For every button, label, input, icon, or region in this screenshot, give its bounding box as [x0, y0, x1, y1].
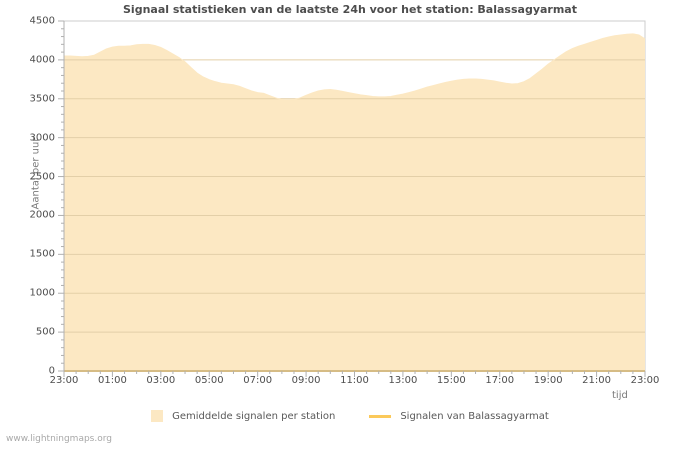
- x-tick-label: 11:00: [340, 375, 369, 386]
- x-tick-label: 15:00: [436, 375, 466, 386]
- y-tick-label: 2000: [29, 209, 55, 221]
- legend-area-swatch-icon: [151, 410, 164, 422]
- legend-label-station: Signalen van Balassagyarmat: [400, 410, 549, 422]
- legend-line-swatch-icon: [369, 414, 392, 418]
- y-tick-label: 1500: [29, 248, 55, 260]
- x-tick-label: 03:00: [146, 375, 176, 386]
- y-tick-label: 4500: [29, 15, 55, 27]
- x-tick-label: 21:00: [582, 375, 611, 386]
- legend-item-average[interactable]: Gemiddelde signalen per station: [151, 410, 335, 422]
- x-tick-label: 07:00: [243, 375, 273, 386]
- x-tick-label: 01:00: [97, 375, 127, 386]
- chart-title: Signaal statistieken van de laatste 24h …: [123, 3, 577, 16]
- legend-label-average: Gemiddelde signalen per station: [172, 410, 336, 422]
- x-tick-label: 09:00: [291, 375, 321, 386]
- x-tick-label: 05:00: [194, 375, 224, 386]
- x-tick-label: 19:00: [533, 375, 563, 386]
- chart-legend: Gemiddelde signalen per station Signalen…: [0, 410, 700, 422]
- y-tick-label: 1000: [29, 287, 55, 299]
- watermark-text: www.lightningmaps.org: [6, 434, 112, 444]
- x-axis-label: tijd: [612, 390, 628, 401]
- y-tick-label: 3500: [29, 93, 55, 105]
- legend-item-station[interactable]: Signalen van Balassagyarmat: [369, 411, 549, 422]
- y-tick-label: 3000: [29, 132, 55, 144]
- x-tick-label: 13:00: [388, 375, 418, 386]
- x-tick-label: 23:00: [49, 375, 79, 386]
- x-tick-label: 17:00: [485, 375, 515, 386]
- y-tick-label: 4000: [29, 54, 55, 66]
- x-tick-label: 23:00: [630, 375, 660, 386]
- y-tick-label: 0: [48, 365, 55, 377]
- y-tick-label: 500: [35, 326, 55, 338]
- y-tick-label: 2500: [29, 171, 55, 183]
